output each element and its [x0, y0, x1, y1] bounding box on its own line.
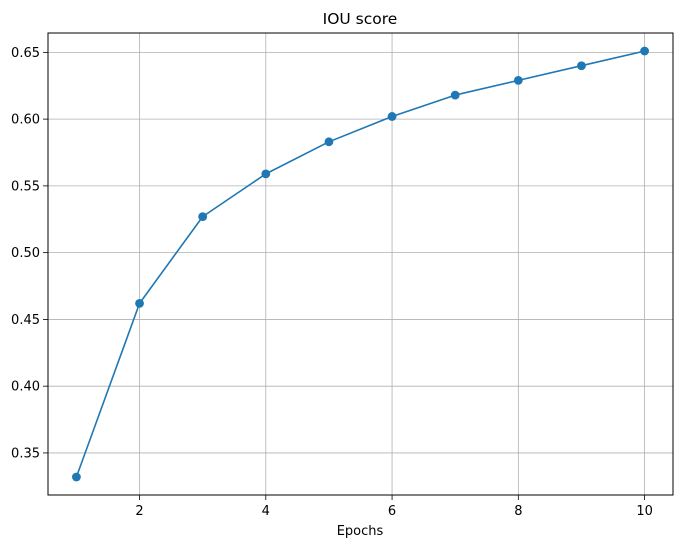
- data-point: [513, 76, 523, 85]
- data-point: [135, 298, 144, 308]
- x-tick-label: 4: [262, 504, 270, 519]
- x-tick-label: 10: [636, 504, 653, 519]
- x-tick-label: 6: [388, 504, 396, 519]
- data-point: [577, 61, 586, 71]
- y-axis-ticks: 0.35 0.40 0.45 0.50 0.55 0.60 0.65: [11, 46, 48, 461]
- x-axis-title: Epochs: [337, 524, 384, 539]
- plot-frame: [47, 32, 674, 496]
- data-point: [198, 212, 208, 221]
- y-tick-label: 0.35: [11, 446, 40, 461]
- data-point: [72, 472, 81, 482]
- chart-title: IOU score: [323, 10, 398, 28]
- data-point: [261, 169, 271, 179]
- y-tick-label: 0.65: [11, 46, 40, 61]
- y-tick-label: 0.45: [11, 313, 40, 328]
- x-axis-ticks: 2 4 6 8 10: [135, 495, 653, 519]
- data-point: [387, 112, 397, 121]
- series-line: [75, 50, 645, 478]
- data-point: [450, 90, 460, 100]
- series-layer: [72, 46, 649, 482]
- grid-lines: [48, 33, 673, 495]
- y-tick-label: 0.60: [11, 113, 40, 128]
- data-point: [324, 137, 334, 147]
- x-tick-label: 2: [135, 504, 143, 519]
- y-tick-label: 0.40: [11, 380, 40, 395]
- y-tick-label: 0.50: [11, 246, 40, 261]
- x-tick-label: 8: [514, 504, 522, 519]
- data-point: [640, 46, 649, 56]
- y-tick-label: 0.55: [11, 179, 40, 194]
